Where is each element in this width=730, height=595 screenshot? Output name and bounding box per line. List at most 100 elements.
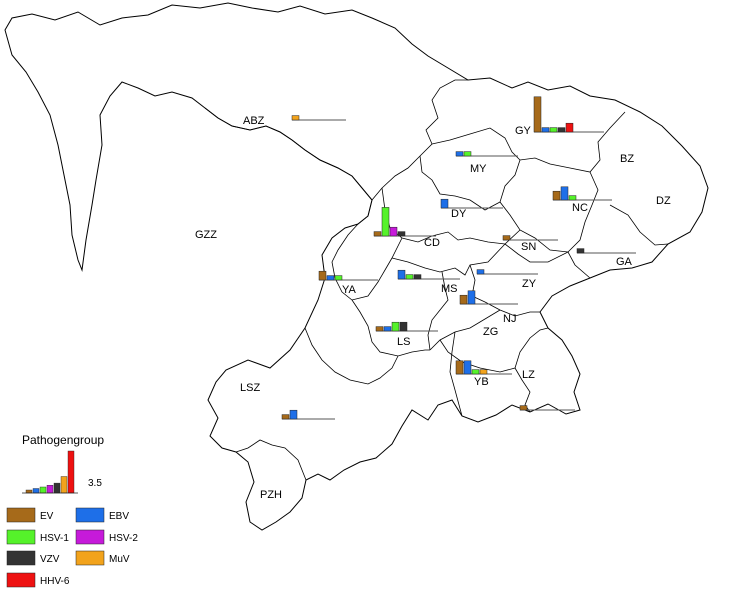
legend-label-muv: MuV [109, 554, 130, 565]
legend-label-ebv: EBV [109, 511, 129, 522]
bar-nj-ebv [467, 290, 476, 305]
legend-swatch-hsv-1 [6, 529, 36, 545]
region-label-dy: DY [451, 208, 467, 220]
bar-abz-muv [291, 115, 300, 121]
legend-scale-label: 3.5 [88, 478, 102, 489]
province-outline [4, 2, 709, 531]
scale-bar-vzv [53, 482, 61, 494]
legend-swatch-hhv-6 [6, 572, 36, 588]
bar-group-gy [533, 96, 604, 133]
bar-group-ms [397, 269, 460, 280]
region-label-ya: YA [342, 284, 357, 296]
bar-group-ya [318, 270, 378, 281]
bar-group-zy [476, 269, 538, 275]
region-label-lsz: LSZ [240, 382, 260, 394]
bar-lsz-ebv [289, 409, 298, 420]
bar-ls-ebv [383, 326, 392, 332]
bar-dy-ebv [440, 198, 449, 209]
legend-swatch-ev [6, 507, 36, 523]
bar-zy-ebv [476, 269, 485, 275]
bar-cd-ev [373, 231, 382, 237]
legend-swatch-hsv-2 [75, 529, 105, 545]
bar-ya-ev [318, 270, 327, 281]
legend-swatch-muv [75, 550, 105, 566]
region-label-gy: GY [515, 125, 532, 137]
bar-ga-vzv [576, 248, 585, 254]
region-labels: ABZ GZZ GY BZ DZ MY NC DY CD SN GA YA MS ZY NJ ZG LS YB LZ… [195, 115, 671, 501]
region-label-bz: BZ [620, 153, 634, 165]
bar-group-lsz [281, 409, 335, 420]
bar-group-nj [459, 290, 518, 305]
region-label-ms: MS [441, 283, 458, 295]
region-label-my: MY [470, 163, 487, 175]
bar-gy-hsv-1 [549, 127, 558, 133]
bar-ms-hsv-1 [405, 274, 414, 280]
bar-sn-ev [502, 235, 511, 241]
bar-cd-hsv-1 [381, 207, 390, 237]
bar-charts [281, 96, 636, 420]
bar-ls-hsv-1 [391, 321, 400, 332]
bar-group-ls [375, 321, 438, 332]
legend-items: EV EBV HSV-1 HSV-2 VZV MuV HHV-6 [6, 507, 138, 588]
bar-nc-hsv-1 [568, 195, 577, 201]
region-label-zy: ZY [522, 278, 537, 290]
bar-group-my [455, 151, 518, 157]
bar-ya-hsv-1 [334, 275, 343, 281]
bar-my-ebv [455, 151, 464, 157]
bar-yb-muv [479, 369, 488, 375]
bar-nc-ev [552, 190, 561, 201]
bar-yb-ebv [463, 360, 472, 375]
bar-lsz-ev [281, 414, 290, 420]
region-label-nc: NC [572, 202, 588, 214]
region-label-yb: YB [474, 376, 489, 388]
legend-label-ev: EV [40, 511, 54, 522]
region-label-gzz: GZZ [195, 229, 217, 241]
bar-cd-vzv [397, 231, 406, 237]
legend-label-hhv-6: HHV-6 [40, 576, 70, 587]
bar-gy-ebv [541, 127, 550, 133]
legend-swatch-ebv [75, 507, 105, 523]
bar-gy-hhv-6 [565, 122, 574, 133]
bar-group-lz [519, 405, 575, 411]
bar-ms-vzv [413, 274, 422, 280]
scale-bar-muv [60, 476, 68, 494]
legend-label-vzv: VZV [40, 554, 60, 565]
bar-group-yb [455, 360, 512, 375]
region-label-ls: LS [397, 336, 410, 348]
bar-group-dy [440, 198, 503, 209]
scale-bar-hhv-6 [67, 450, 75, 494]
bar-my-hsv-1 [463, 151, 472, 157]
scale-bar-ev [25, 489, 33, 494]
scale-bar-hsv-1 [39, 486, 47, 494]
bar-gy-vzv [557, 127, 566, 133]
bar-ls-ev [375, 326, 384, 332]
scale-bar-ebv [32, 488, 40, 494]
bar-cd-hsv-2 [389, 226, 398, 237]
bar-ls-vzv [399, 321, 408, 332]
bar-ms-ebv [397, 269, 406, 280]
legend-title: Pathogengroup [22, 433, 104, 447]
bar-group-sn [502, 235, 558, 241]
bar-yb-hsv-1 [471, 369, 480, 375]
bar-nc-ebv [560, 186, 569, 201]
bar-ya-ebv [326, 275, 335, 281]
legend-label-hsv-1: HSV-1 [40, 533, 69, 544]
region-label-abz: ABZ [243, 115, 265, 127]
bar-group-cd [373, 207, 436, 237]
region-label-dz: DZ [656, 195, 671, 207]
region-label-nj: NJ [503, 313, 516, 325]
bar-group-ga [576, 248, 636, 254]
region-label-cd: CD [424, 237, 440, 249]
region-label-sn: SN [521, 241, 536, 253]
region-label-lz: LZ [522, 369, 535, 381]
legend-scale-glyph [22, 450, 78, 494]
scale-bar-hsv-2 [46, 485, 54, 494]
bar-lz-ev [519, 405, 528, 411]
region-label-ga: GA [616, 256, 633, 268]
bar-group-abz [291, 115, 346, 121]
region-label-pzh: PZH [260, 489, 282, 501]
bar-yb-ev [455, 360, 464, 375]
bar-group-nc [552, 186, 612, 201]
